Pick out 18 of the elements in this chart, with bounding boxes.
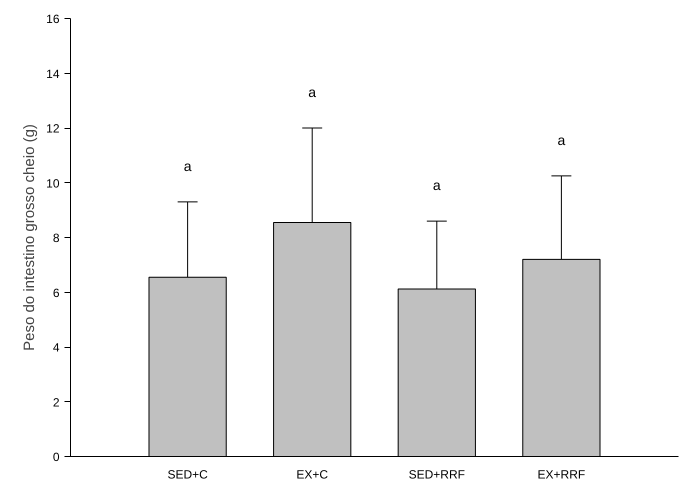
x-tick-label: EX+RRF bbox=[538, 468, 586, 482]
y-tick-label: 8 bbox=[52, 231, 60, 245]
annotation: a bbox=[308, 84, 316, 100]
y-tick-label: 6 bbox=[52, 286, 60, 300]
annotation: a bbox=[432, 177, 441, 194]
y-tick-label: 12 bbox=[46, 122, 60, 136]
x-tick-label: SED+RRF bbox=[408, 468, 465, 482]
y-axis-title: Peso do intestino grosso cheio (g) bbox=[21, 124, 38, 351]
y-tick-label: 10 bbox=[46, 176, 60, 190]
y-tick-label: 14 bbox=[46, 66, 60, 81]
annotation: a bbox=[557, 132, 566, 148]
x-tick-label: EX+C bbox=[296, 468, 328, 482]
annotation: a bbox=[184, 158, 192, 174]
y-tick-label: 4 bbox=[52, 340, 60, 354]
y-tick-label: 2 bbox=[52, 395, 60, 410]
y-tick-label: 16 bbox=[46, 12, 60, 26]
y-tick-label: 0 bbox=[52, 450, 60, 464]
x-tick-label: SED+C bbox=[167, 468, 208, 482]
